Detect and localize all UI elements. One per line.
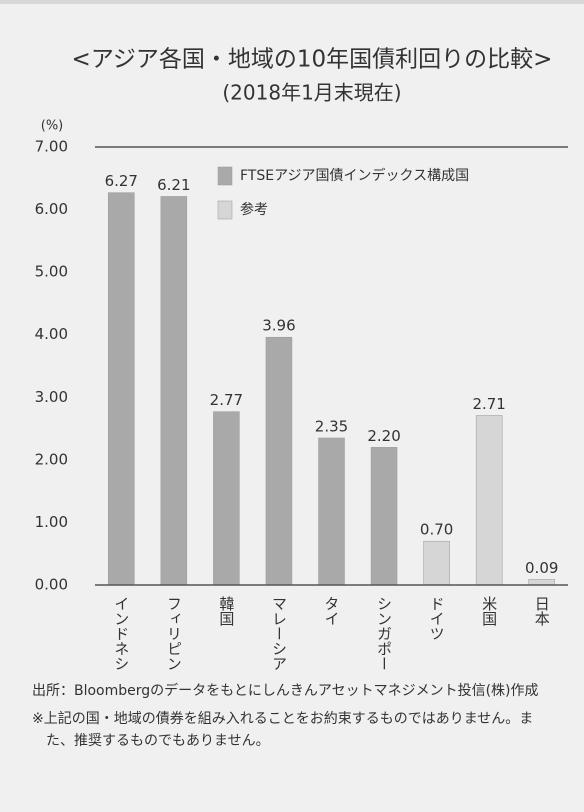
y-axis-label: (%) [41,119,64,134]
bar [528,579,555,586]
x-tick-label: 日本 [533,596,551,626]
value-label: 2.77 [210,391,243,409]
bar [423,540,450,586]
chart-subtitle: (2018年1月末現在) [222,81,401,105]
x-tick-label: タイ [323,596,341,626]
value-label: 6.27 [105,172,138,190]
y-tick-label: 2.00 [35,450,68,468]
value-label: 6.21 [157,176,190,194]
legend-label: 参考 [240,201,268,218]
note: 出所：Bloombergのデータをもとにしんきんアセットマネジメント投信(株)作… [32,683,539,699]
value-label: 2.20 [367,427,400,445]
x-tick-label: ドイツ [428,596,446,641]
value-label: 0.70 [420,521,453,539]
notes: 出所：Bloombergのデータをもとにしんきんアセットマネジメント投信(株)作… [32,680,557,758]
value-label: 0.09 [525,559,558,577]
legend-swatch [217,166,233,186]
x-tick-label: 韓国 [217,596,235,626]
top-border [0,0,584,4]
bar [318,437,345,586]
x-tick-label: マレーシア [270,596,288,670]
chart-title: <アジア各国・地域の10年国債利回りの比較> [72,47,553,73]
bar [370,447,398,586]
legend-swatch [217,200,233,220]
x-tick-label: インドネシア [112,596,130,670]
bar [213,411,240,586]
y-tick-label: 5.00 [35,263,68,281]
chart: <アジア各国・地域の10年国債利回りの比較> (2018年1月末現在) (%) … [0,0,584,670]
bar [475,415,503,586]
y-tick-label: 3.00 [35,388,68,406]
value-label: 3.96 [262,317,295,335]
y-tick-label: 1.00 [35,513,68,531]
x-tick-label: 米国 [480,596,498,626]
value-label: 2.35 [315,417,348,435]
y-tick-label: 7.00 [35,138,68,156]
y-tick-label: 6.00 [35,200,68,218]
bar [160,196,188,586]
bar [108,192,135,586]
bar [265,336,293,586]
note: ※上記の国・地域の債券を組み入れることをお約束するものではありません。また、推奨… [32,711,534,749]
y-tick-label: 4.00 [35,325,68,343]
value-label: 2.71 [472,395,505,413]
x-tick-label: フィリピン [165,596,183,670]
y-tick-label: 0.00 [35,576,68,594]
x-tick-label: シンガポール [375,596,393,670]
legend-label: FTSEアジア国債インデックス構成国 [240,167,469,184]
